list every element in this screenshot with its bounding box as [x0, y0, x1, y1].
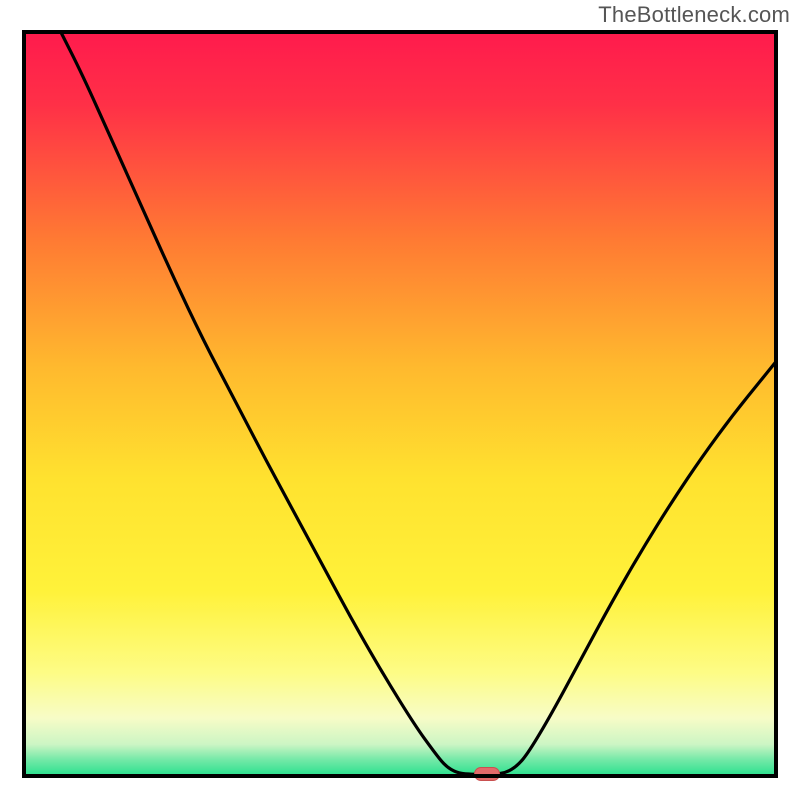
chart-container: TheBottleneck.com: [0, 0, 800, 800]
plot-area: [22, 30, 778, 778]
optimal-marker: [474, 767, 500, 781]
gradient-background: [22, 30, 778, 778]
watermark-text: TheBottleneck.com: [598, 2, 790, 28]
